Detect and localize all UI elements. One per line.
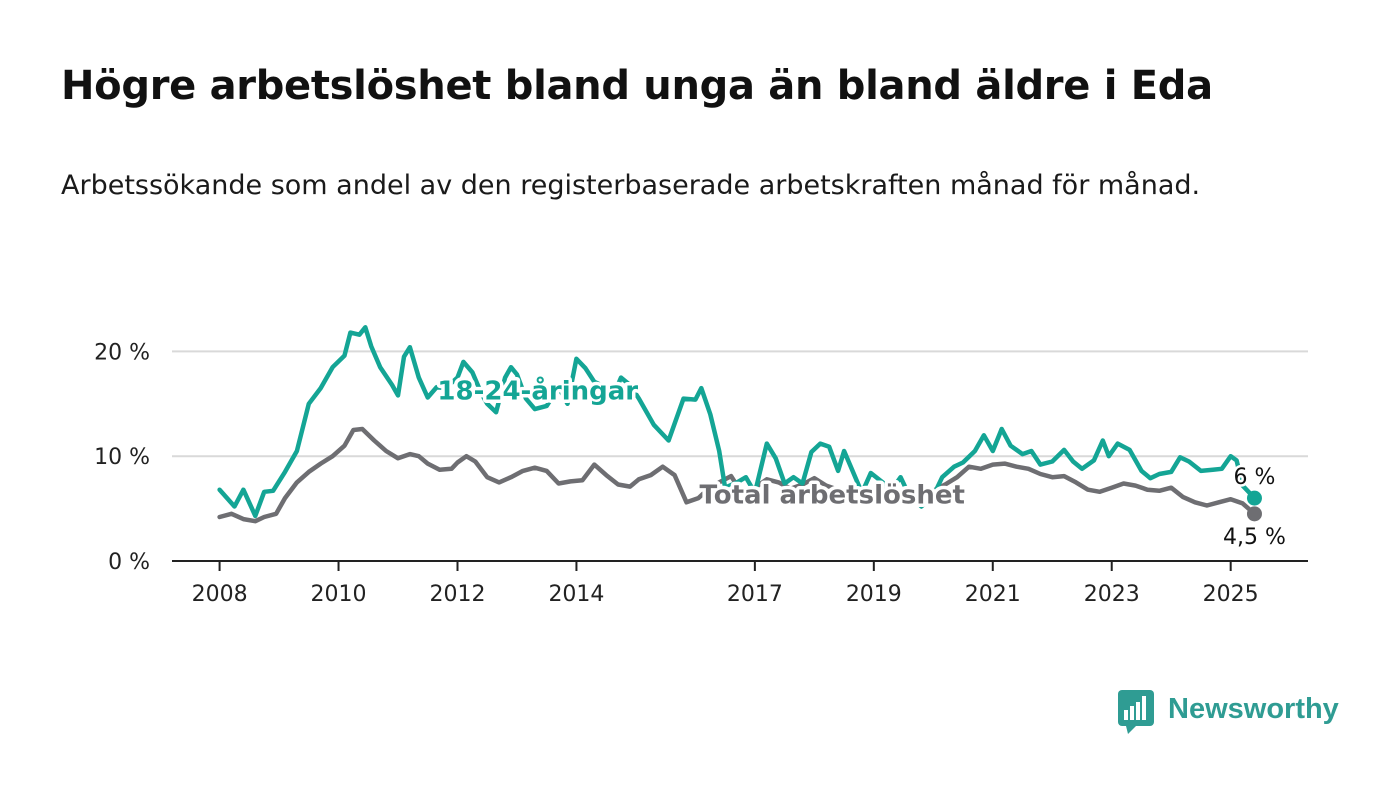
x-tick-label: 2008	[192, 582, 248, 607]
x-tick-label: 2012	[429, 582, 485, 607]
x-tick-label: 2010	[311, 582, 367, 607]
y-tick-label: 20 %	[94, 340, 150, 365]
newsworthy-logo-text: Newsworthy	[1168, 693, 1339, 725]
series-line-youth	[217, 325, 1257, 519]
series-line-total	[217, 426, 1257, 524]
x-tick-label: 2019	[846, 582, 902, 607]
end-point-total	[1246, 506, 1262, 522]
end-point-youth	[1246, 490, 1262, 506]
end-value-label-youth: 6 %	[1234, 465, 1276, 490]
chart-subtitle: Arbetssökande som andel av den registerb…	[61, 170, 1201, 201]
y-tick-label: 10 %	[94, 445, 150, 470]
x-tick-label: 2025	[1203, 582, 1259, 607]
end-value-label-total: 4,5 %	[1223, 525, 1286, 550]
x-tick-label: 2017	[727, 582, 783, 607]
x-tick-label: 2023	[1084, 582, 1140, 607]
chart-title: Högre arbetslöshet bland unga än bland ä…	[61, 63, 1213, 109]
newsworthy-logo-icon	[1118, 690, 1154, 734]
x-tick-label: 2014	[548, 582, 604, 607]
series-label-total: Total arbetslöshet	[699, 480, 964, 510]
y-tick-label: 0 %	[108, 550, 150, 575]
x-tick-label: 2021	[965, 582, 1021, 607]
newsworthy-logo: Newsworthy	[1118, 690, 1348, 740]
series-label-youth: 18-24-åringar	[437, 375, 638, 407]
